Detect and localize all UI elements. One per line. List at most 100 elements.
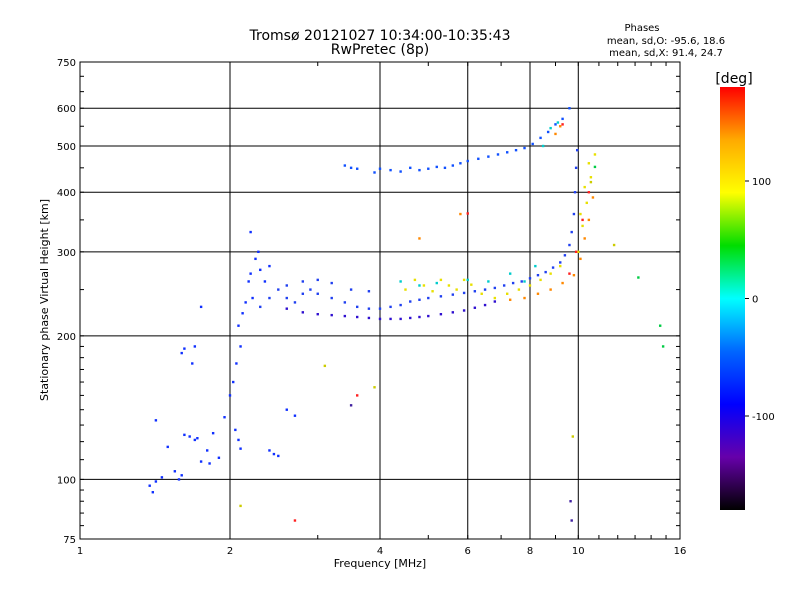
data-point	[568, 272, 571, 275]
data-point	[389, 168, 392, 172]
data-point	[587, 162, 591, 165]
data-point	[451, 164, 455, 167]
data-point	[455, 288, 458, 291]
data-point	[211, 431, 215, 435]
data-point	[316, 292, 319, 295]
data-point	[249, 272, 252, 275]
data-point	[523, 296, 526, 300]
data-point	[439, 278, 443, 282]
stats-o-mode: mean, sd,O: -95.6, 18.6	[607, 36, 725, 47]
data-point	[355, 305, 359, 309]
data-point	[193, 438, 197, 442]
data-point	[277, 454, 280, 458]
chart-subtitle: RwPretec (8p)	[331, 42, 429, 58]
data-point	[551, 266, 555, 269]
y-tick-label: 200	[57, 332, 76, 343]
data-point	[637, 276, 640, 279]
data-point	[534, 264, 537, 268]
data-point	[343, 164, 347, 167]
data-point	[188, 435, 191, 438]
data-point	[477, 157, 480, 161]
data-point	[160, 476, 164, 479]
data-point	[544, 270, 547, 274]
data-point	[285, 284, 288, 287]
stats-x-mode: mean, sd,X: 91.4, 24.7	[609, 48, 723, 59]
data-point	[508, 298, 512, 301]
data-point	[581, 224, 584, 228]
data-point	[293, 414, 297, 417]
colorbar-tick-label: 100	[752, 177, 771, 188]
data-point	[591, 196, 595, 199]
data-point	[579, 257, 582, 261]
data-point	[466, 159, 469, 163]
data-point	[399, 170, 402, 173]
data-point	[413, 278, 417, 282]
data-point	[268, 264, 271, 268]
data-point	[268, 449, 271, 452]
data-point	[561, 281, 564, 285]
data-point	[148, 484, 151, 487]
data-point	[574, 166, 578, 170]
data-point	[355, 394, 359, 397]
data-point	[232, 380, 235, 384]
data-point	[583, 185, 586, 189]
data-point	[409, 300, 412, 303]
data-point	[228, 394, 232, 397]
data-point	[431, 290, 434, 293]
data-point	[563, 254, 567, 257]
data-point	[404, 288, 407, 291]
data-point	[587, 191, 591, 194]
data-point	[249, 230, 252, 234]
data-point	[180, 351, 183, 355]
x-tick-label: 4	[377, 546, 383, 557]
data-point	[549, 288, 552, 291]
data-point	[539, 278, 542, 282]
y-axis-label: Stationary phase Virtual Height [km]	[38, 199, 51, 401]
y-tick-label: 500	[57, 142, 76, 153]
data-point	[409, 166, 412, 170]
data-point	[180, 474, 183, 477]
data-point	[531, 142, 534, 146]
data-point	[301, 292, 305, 295]
y-tick-label: 100	[57, 475, 76, 486]
data-point	[483, 303, 487, 307]
data-point	[285, 408, 288, 411]
data-point	[570, 519, 573, 522]
data-point	[349, 404, 353, 407]
data-point	[462, 309, 466, 312]
x-tick-label: 16	[674, 546, 687, 557]
data-point	[451, 311, 455, 314]
data-point	[568, 107, 571, 110]
data-point	[323, 364, 327, 368]
data-point	[443, 166, 447, 170]
data-point	[418, 284, 421, 287]
data-point	[237, 438, 240, 442]
data-point	[583, 237, 586, 240]
data-point	[309, 288, 312, 291]
data-point	[576, 148, 579, 152]
data-point	[459, 212, 462, 216]
data-point	[447, 284, 451, 287]
x-tick-label: 2	[227, 546, 233, 557]
data-point	[493, 300, 497, 303]
data-point	[523, 280, 526, 283]
data-point	[561, 123, 564, 126]
colorbar-ticks: 100 0 -100	[745, 177, 775, 423]
colorbar-label: [deg]	[715, 71, 752, 87]
data-point	[568, 243, 571, 247]
data-point	[389, 305, 392, 309]
chart-title: Tromsø 20121027 10:34:00-10:35:43	[249, 28, 511, 44]
data-point	[528, 277, 532, 280]
data-point	[247, 280, 250, 283]
x-axis-ticks: 1 2 4 6 8 10 16	[77, 62, 687, 557]
data-point	[541, 144, 545, 148]
data-point	[239, 447, 242, 450]
colorbar-tick-label: 0	[752, 295, 758, 306]
data-point	[268, 296, 271, 300]
data-point	[330, 313, 333, 317]
colorbar	[720, 87, 745, 510]
data-point	[234, 428, 237, 432]
data-point	[561, 117, 564, 121]
data-point	[173, 470, 177, 473]
